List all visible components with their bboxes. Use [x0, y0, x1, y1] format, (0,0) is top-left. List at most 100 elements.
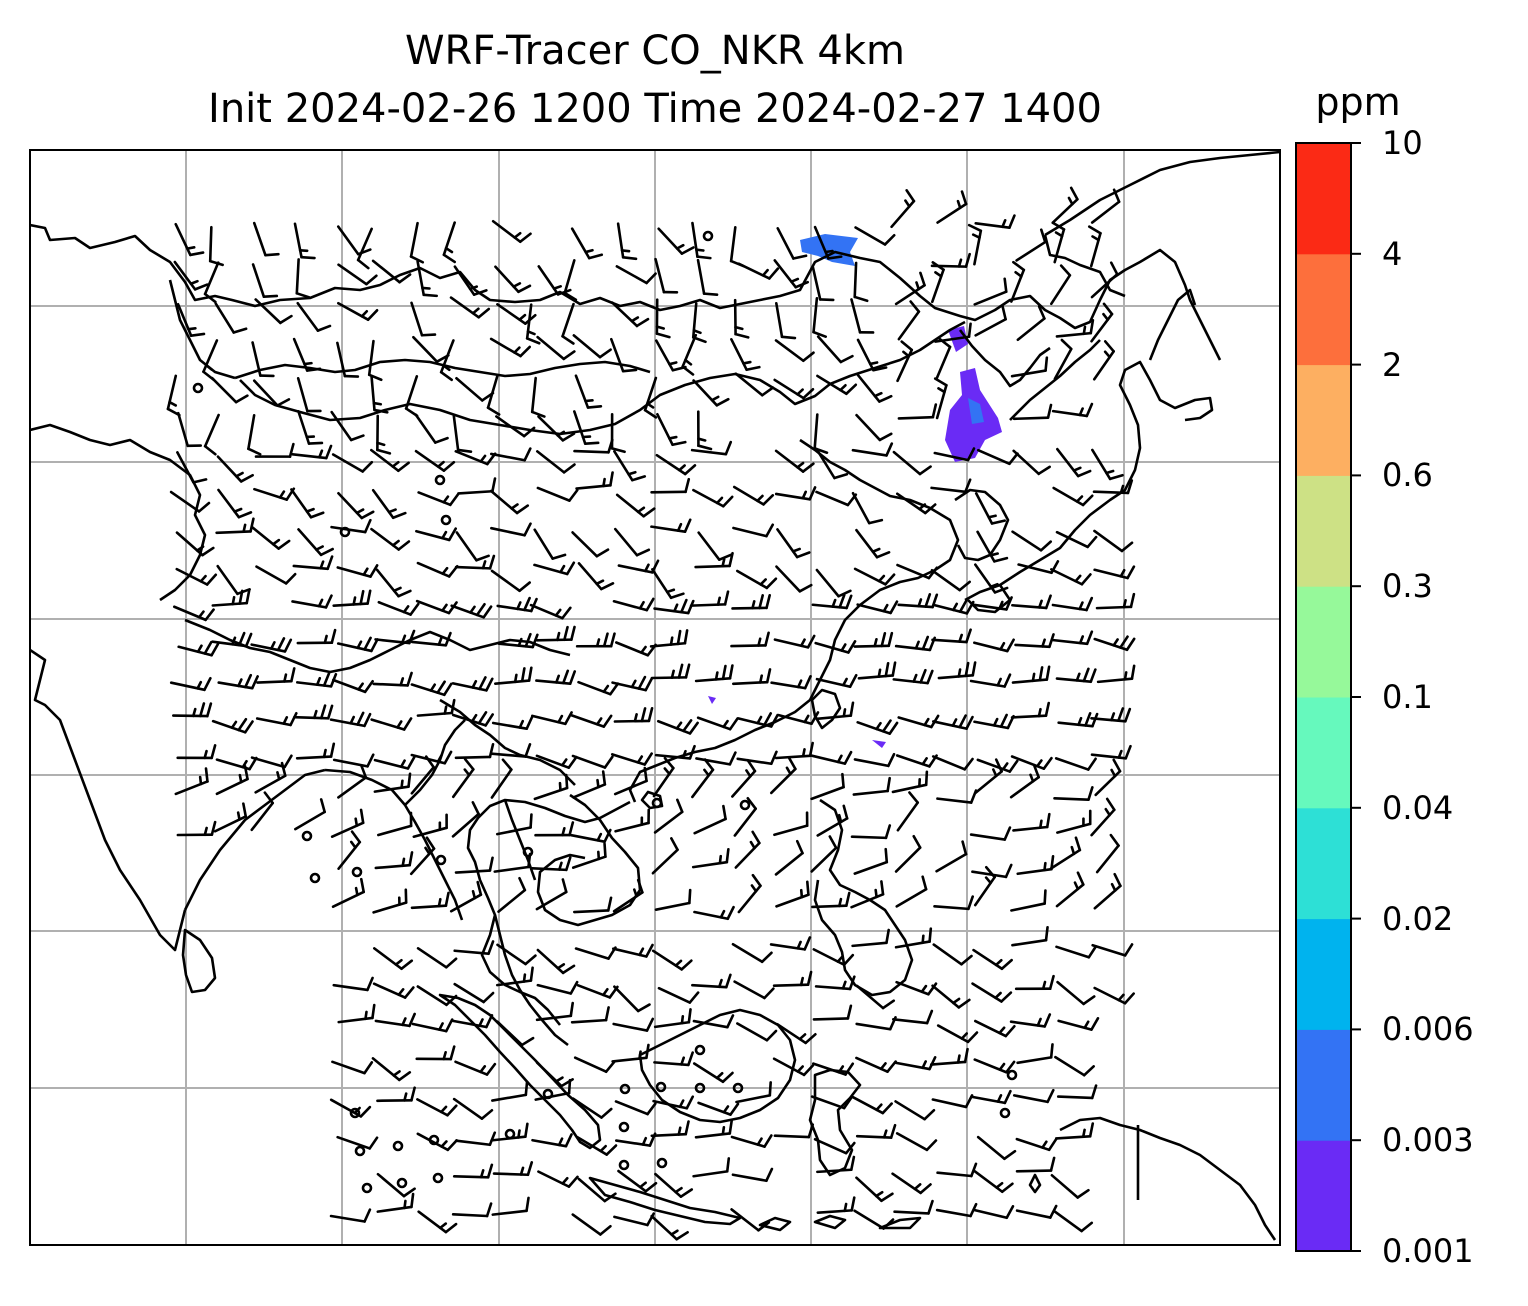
wind-barb — [694, 1119, 734, 1139]
wind-barb — [1051, 402, 1094, 418]
wind-barb — [653, 1051, 694, 1067]
wind-barb — [694, 551, 734, 569]
wind-barb — [336, 341, 360, 378]
wind-barb — [656, 719, 699, 735]
wind-barb — [169, 490, 211, 513]
wind-barb — [1010, 260, 1026, 303]
wind-barb — [656, 1157, 668, 1169]
wind-barb — [853, 261, 869, 303]
wind-barb — [203, 261, 220, 304]
wind-barb — [967, 223, 983, 266]
wind-barb — [434, 474, 446, 486]
wind-barb — [694, 1044, 706, 1056]
wind-barb — [969, 826, 1012, 841]
wind-barb — [816, 1196, 856, 1214]
wind-barb — [495, 415, 536, 438]
wind-barb — [855, 413, 893, 442]
wind-barb — [432, 1172, 444, 1184]
wind-barb — [577, 1177, 617, 1203]
wind-barb — [856, 600, 899, 615]
wind-barb — [491, 219, 532, 244]
wind-barb — [611, 675, 654, 692]
wind-barb — [973, 277, 1008, 306]
wind-barb — [176, 302, 206, 337]
wind-barb — [574, 946, 617, 960]
coastline-small-islands — [758, 1173, 1042, 1232]
wind-barb — [176, 820, 217, 837]
coastline-east-china — [958, 329, 1051, 388]
wind-barb — [573, 410, 600, 445]
border-central-asia — [30, 423, 207, 602]
wind-barb — [1050, 568, 1092, 586]
colorbar-tick-label: 4 — [1382, 234, 1403, 273]
wind-barb — [533, 561, 576, 576]
wind-barb — [936, 1024, 979, 1044]
wind-barb — [536, 450, 576, 474]
wind-barb — [451, 711, 494, 727]
coastlines — [30, 150, 1280, 1241]
wind-barb — [773, 259, 809, 289]
wind-barb — [577, 562, 615, 591]
wind-barb — [415, 1045, 456, 1061]
wind-barb — [731, 668, 772, 686]
wind-barb — [1091, 448, 1124, 481]
wind-barb — [417, 1210, 458, 1234]
wind-barb — [1092, 479, 1134, 495]
wind-barbs — [166, 186, 1136, 1241]
wind-barb — [936, 1162, 978, 1178]
wind-barb — [655, 1081, 667, 1093]
wind-barb — [696, 258, 719, 297]
wind-barb — [692, 1014, 735, 1029]
wind-barb — [332, 753, 375, 768]
wind-barb — [374, 1012, 416, 1028]
wind-barb — [614, 1100, 657, 1116]
wind-barb — [435, 854, 447, 866]
wind-barb — [816, 335, 854, 364]
wind-barb — [404, 375, 419, 418]
colorbar-tick-label: 0.1 — [1382, 678, 1433, 716]
wind-barb — [496, 943, 537, 966]
wind-barb — [972, 948, 1013, 971]
wind-barb — [575, 632, 616, 648]
wind-barb — [493, 852, 532, 873]
wind-barb — [930, 261, 945, 304]
coastline-hokkaido — [1148, 288, 1197, 361]
wind-barb — [254, 442, 295, 458]
wind-barb — [773, 811, 809, 837]
wind-barb — [490, 743, 532, 758]
wind-barb — [409, 836, 436, 876]
wind-barb — [216, 564, 251, 596]
wind-barb — [453, 265, 488, 296]
wind-barb — [563, 259, 578, 302]
wind-barb — [611, 1043, 650, 1063]
wind-barb — [1012, 403, 1053, 421]
wind-barb — [690, 440, 733, 456]
coastline-india-east — [183, 768, 326, 911]
wind-barb — [897, 593, 939, 609]
wind-barb — [775, 302, 797, 340]
wind-barb — [810, 835, 838, 873]
wind-barb — [291, 444, 333, 460]
wind-barb — [451, 1202, 493, 1218]
wind-barb — [895, 754, 938, 768]
wind-barb — [1010, 356, 1049, 378]
wind-barb — [1055, 945, 1098, 959]
wind-barb — [571, 1213, 612, 1236]
wind-barb — [656, 412, 687, 447]
wind-barb — [773, 1123, 815, 1139]
wind-barb — [976, 758, 1019, 773]
wind-barb — [1012, 449, 1051, 476]
wind-barb — [856, 373, 893, 403]
wind-barb — [1090, 302, 1114, 343]
wind-barb — [396, 1177, 408, 1189]
wind-barb — [337, 1003, 376, 1024]
wind-barb — [291, 594, 333, 609]
wind-barb — [331, 1060, 374, 1075]
wind-barb — [1010, 889, 1047, 912]
wind-barb — [166, 374, 181, 417]
wind-barb — [653, 598, 695, 615]
wind-barb — [1096, 664, 1136, 684]
colorbar-tick-label: 0.003 — [1382, 1121, 1474, 1160]
wind-barb — [337, 263, 378, 286]
